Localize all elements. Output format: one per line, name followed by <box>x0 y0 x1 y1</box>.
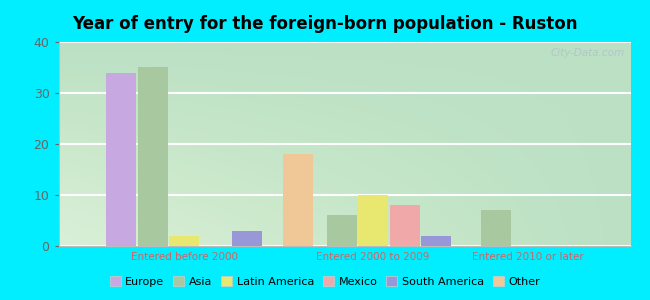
Bar <box>389 205 419 246</box>
Bar <box>358 195 388 246</box>
Bar <box>327 215 357 246</box>
Bar <box>107 73 136 246</box>
Bar <box>170 236 200 246</box>
Legend: Europe, Asia, Latin America, Mexico, South America, Other: Europe, Asia, Latin America, Mexico, Sou… <box>105 272 545 291</box>
Bar <box>421 236 451 246</box>
Bar <box>138 68 168 246</box>
Bar <box>283 154 313 246</box>
Bar <box>232 231 262 246</box>
Text: City-Data.com: City-Data.com <box>551 48 625 58</box>
Text: Year of entry for the foreign-born population - Ruston: Year of entry for the foreign-born popul… <box>72 15 578 33</box>
Bar <box>481 210 511 246</box>
